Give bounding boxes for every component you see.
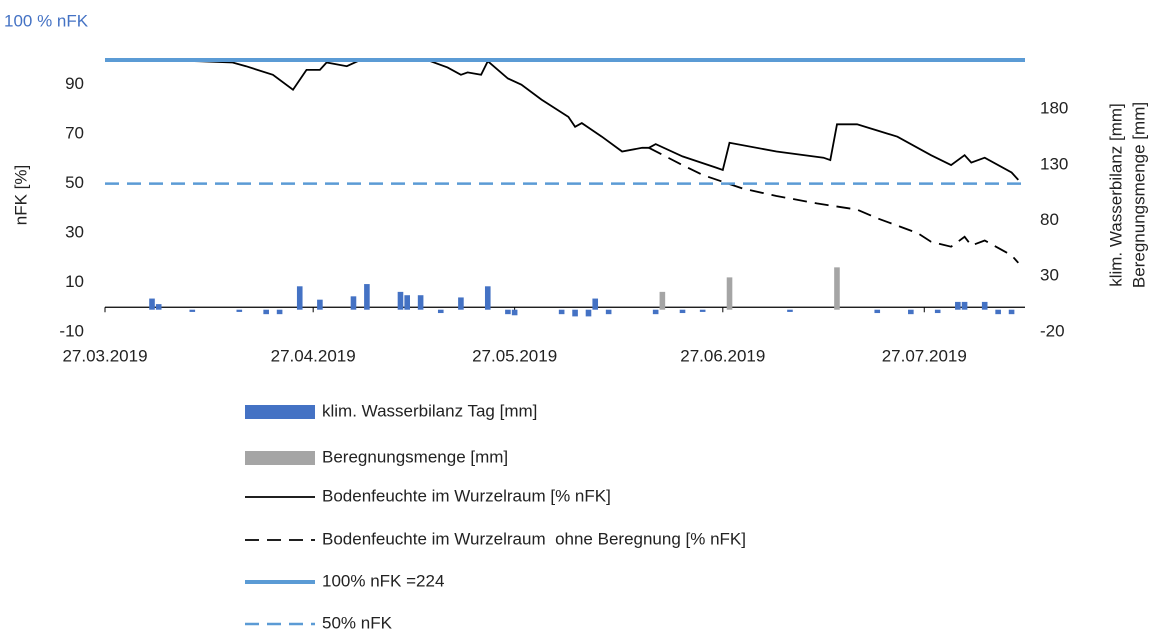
y-tick-label: 10 (65, 272, 84, 291)
x-tick-label: 27.03.2019 (62, 346, 147, 365)
legend-swatch (245, 451, 315, 465)
bar (585, 309, 592, 317)
bar (572, 309, 578, 317)
bar (149, 298, 155, 310)
legend-label: 50% nFK (322, 613, 393, 632)
x-tick-label: 27.05.2019 (472, 346, 557, 365)
legend-label: Beregnungsmenge [mm] (322, 447, 508, 466)
y-tick-label: -10 (59, 321, 84, 340)
y-axis-label: nFK [%] (11, 165, 30, 225)
bar (189, 309, 196, 312)
y-tick-label: 50 (65, 173, 84, 192)
bar (874, 309, 881, 314)
bar (296, 286, 303, 310)
bar (236, 309, 243, 312)
bar (364, 284, 370, 310)
bar (934, 309, 941, 314)
y2-tick-label: 180 (1040, 99, 1068, 118)
y-tick-label: 70 (65, 124, 84, 143)
annotation: 100 % nFK (4, 11, 89, 30)
y2-axis-label: klim. Wasserbilanz [mm] (1106, 103, 1125, 287)
y-tick-label: 90 (65, 74, 84, 93)
bar (834, 267, 840, 310)
bar (417, 295, 424, 310)
bar (276, 309, 283, 315)
y-tick-label: 30 (65, 223, 84, 242)
bar (659, 291, 666, 310)
bar (955, 301, 961, 310)
bar (558, 309, 565, 315)
y2-tick-label: 80 (1040, 210, 1059, 229)
legend-label: klim. Wasserbilanz Tag [mm] (322, 401, 537, 420)
bar (981, 301, 988, 310)
bar (787, 309, 793, 312)
bar (726, 277, 733, 310)
legend-swatch (245, 405, 315, 419)
legend-label: Bodenfeuchte im Wurzelraum [% nFK] (322, 486, 611, 505)
bar (679, 309, 686, 314)
legend-label: Bodenfeuchte im Wurzelraum ohne Beregnun… (322, 529, 746, 548)
line (648, 146, 1019, 264)
bar (397, 291, 404, 310)
x-tick-label: 27.07.2019 (882, 346, 967, 365)
bar (317, 299, 323, 310)
bar (605, 309, 612, 315)
bar (404, 295, 410, 310)
bar (458, 297, 464, 310)
bar (511, 309, 518, 316)
y2-tick-label: -20 (1040, 321, 1065, 340)
y2-axis-label: Beregnungsmenge [mm] (1129, 102, 1148, 288)
y2-tick-label: 30 (1040, 266, 1059, 285)
x-tick-label: 27.04.2019 (271, 346, 356, 365)
legend-label: 100% nFK =224 (322, 571, 444, 590)
bar (995, 309, 1001, 315)
y2-tick-label: 130 (1040, 154, 1068, 173)
bar (908, 309, 914, 315)
bar (263, 309, 269, 315)
bar (505, 309, 511, 315)
bar (350, 296, 357, 310)
bar (652, 309, 659, 315)
bar (484, 286, 491, 310)
bar (961, 301, 968, 310)
bar (155, 304, 162, 310)
bar (592, 298, 599, 310)
x-tick-label: 27.06.2019 (680, 346, 765, 365)
bar (437, 309, 444, 314)
bar (1008, 309, 1015, 315)
bar (699, 309, 706, 312)
line (151, 59, 1019, 181)
